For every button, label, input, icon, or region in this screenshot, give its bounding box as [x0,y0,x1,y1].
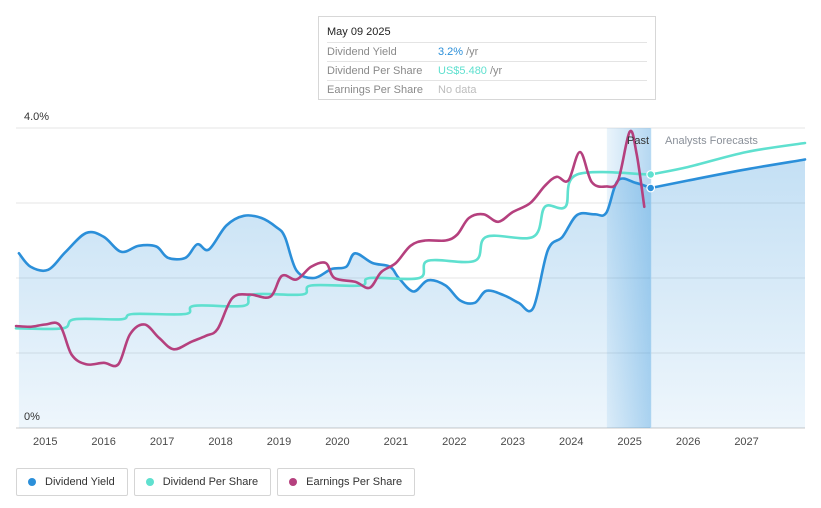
x-tick-label: 2027 [734,436,758,448]
dividend-per-share-line [14,170,652,331]
dividend-per-share-forecast-line [649,141,807,176]
forecast-region-label: Analysts Forecasts [665,135,758,147]
x-tick-label: 2021 [384,436,408,448]
y-axis-bottom-label: 0% [24,411,40,423]
x-tick-label: 2016 [91,436,115,448]
legend-item-earnings-per-share[interactable]: Earnings Per Share [277,468,416,496]
x-tick-label: 2015 [33,436,57,448]
x-tick-label: 2023 [501,436,525,448]
x-tick-label: 2020 [325,436,349,448]
dividend-per-share-today-marker [646,170,656,179]
dividend-yield-today-marker [646,183,656,193]
tooltip-label: Dividend Per Share [327,65,423,77]
tooltip-row-earnings-per-share: Earnings Per Share No data [327,81,647,99]
tooltip-unit: /yr [489,65,503,77]
tooltip-unit: /yr [466,46,479,58]
x-tick-label: 2026 [676,436,700,448]
dividend-yield-forecast-line [649,158,807,190]
tooltip-value: No data [438,84,477,96]
dividend-yield-dot-icon [28,478,36,486]
tooltip-row-dividend-per-share: Dividend Per Share US$5.480 /yr [327,62,647,81]
tooltip-value: US$5.480 [438,65,487,77]
past-region-label: Past [627,135,649,147]
chart-legend: Dividend Yield Dividend Per Share Earnin… [16,468,416,496]
x-tick-label: 2018 [208,436,232,448]
x-tick-label: 2025 [617,436,641,448]
chart-tooltip: May 09 2025 Dividend Yield 3.2% /yr Divi… [318,16,656,100]
tooltip-label: Earnings Per Share [327,84,423,96]
dividend-yield-line [17,177,652,313]
x-tick-label: 2024 [559,436,583,448]
earnings-per-share-line [14,129,646,368]
x-tick-label: 2017 [150,436,174,448]
tooltip-label: Dividend Yield [327,46,397,58]
y-axis-top-label: 4.0% [24,111,49,123]
legend-label: Dividend Yield [45,476,115,488]
legend-label: Dividend Per Share [162,476,259,488]
legend-item-dividend-yield[interactable]: Dividend Yield [16,468,128,496]
dividend-yield-area [18,159,805,428]
earnings-per-share-dot-icon [289,478,298,486]
legend-item-dividend-per-share[interactable]: Dividend Per Share [133,468,272,496]
dividend-per-share-dot-icon [145,478,154,486]
tooltip-date: May 09 2025 [327,23,647,43]
legend-label: Earnings Per Share [306,476,403,488]
x-tick-label: 2022 [442,436,466,448]
tooltip-row-dividend-yield: Dividend Yield 3.2% /yr [327,43,647,62]
tooltip-value: 3.2% [438,46,464,58]
x-tick-label: 2019 [267,436,291,448]
